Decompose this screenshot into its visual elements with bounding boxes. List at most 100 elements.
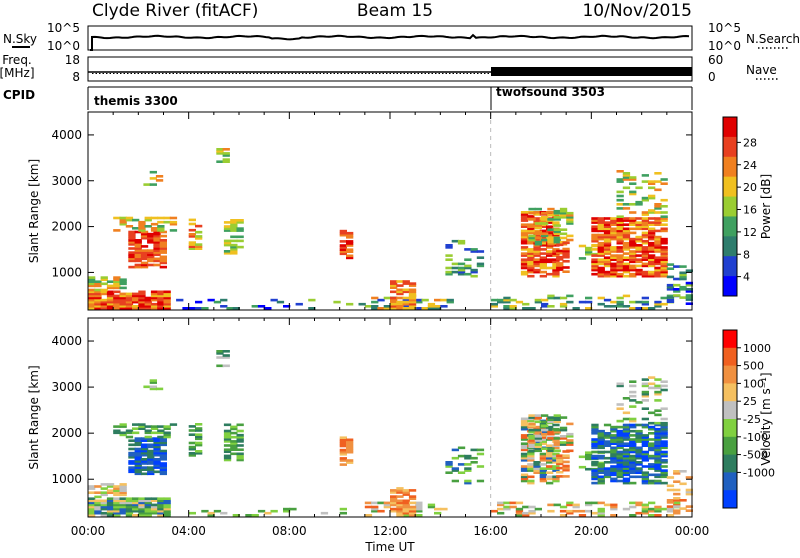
cell [591, 423, 599, 427]
cell [610, 442, 618, 445]
cell [553, 441, 561, 444]
cell [163, 305, 171, 308]
cell [597, 248, 605, 251]
cell [597, 475, 605, 479]
nave-tick-top: 60 [708, 53, 723, 67]
cell [138, 290, 146, 294]
cell [528, 211, 536, 215]
cell [451, 448, 459, 452]
cell [648, 221, 656, 224]
cell [546, 461, 554, 464]
cell [140, 443, 149, 447]
cell [648, 180, 656, 183]
cell [616, 432, 624, 435]
cell [635, 440, 643, 443]
cell [552, 252, 560, 255]
cell [408, 292, 417, 296]
cell [562, 468, 570, 472]
cell [534, 416, 542, 419]
cell [195, 423, 203, 426]
cell [603, 246, 612, 249]
cell [562, 251, 570, 255]
cell [230, 225, 238, 228]
cell [134, 243, 142, 246]
cell [610, 300, 618, 304]
freq-label: Freq. [2, 53, 32, 67]
cell [534, 445, 542, 448]
cell [346, 450, 354, 454]
cell [616, 459, 624, 462]
cell [503, 298, 511, 302]
cell [553, 420, 561, 424]
cell [539, 258, 547, 261]
cell [119, 216, 127, 220]
cell [230, 442, 238, 445]
cell [539, 475, 547, 479]
cell [622, 434, 631, 437]
cell [527, 465, 535, 468]
cell [230, 427, 238, 431]
cell [147, 456, 155, 459]
cell [522, 511, 530, 515]
cell [134, 241, 142, 244]
cell [654, 479, 662, 483]
cell [457, 268, 466, 272]
cell [88, 509, 96, 513]
cell [157, 507, 165, 511]
cell [654, 465, 662, 468]
cell [622, 417, 631, 421]
cell [134, 263, 142, 267]
cell [528, 441, 536, 444]
cell [434, 298, 442, 302]
cell [520, 469, 529, 472]
cell [527, 231, 535, 235]
cell [464, 469, 472, 472]
cell [654, 302, 662, 306]
cell [464, 248, 472, 251]
cell [153, 257, 161, 261]
cell [163, 514, 171, 517]
cell [679, 288, 687, 291]
cell [654, 207, 662, 210]
cell [169, 216, 178, 220]
cell [622, 507, 631, 511]
cell [216, 160, 224, 163]
cell [591, 461, 599, 464]
cell [622, 442, 631, 445]
cell [125, 302, 134, 306]
cell [559, 242, 568, 246]
cell [660, 446, 668, 450]
cell [377, 307, 385, 310]
cell [616, 203, 624, 206]
cell [539, 469, 547, 472]
cell [616, 302, 624, 306]
cell [597, 469, 605, 472]
cell [648, 438, 656, 441]
cell [603, 231, 612, 235]
cell [153, 445, 161, 449]
cell [333, 300, 341, 304]
cell [346, 459, 354, 462]
cell [556, 251, 564, 255]
cell [610, 452, 618, 456]
cell [660, 296, 668, 300]
cell [144, 503, 152, 507]
cell [622, 461, 631, 464]
cell [527, 248, 535, 251]
cell [402, 298, 410, 302]
cell [520, 233, 529, 237]
cell [150, 307, 159, 310]
cell [610, 305, 618, 308]
cell [470, 448, 478, 452]
cell [603, 248, 612, 251]
cell [339, 240, 347, 243]
cell [616, 296, 624, 300]
cell [556, 462, 564, 466]
nsky-series [90, 33, 690, 51]
cell [566, 503, 574, 507]
cell [188, 447, 196, 451]
cell [559, 435, 568, 438]
cell [597, 254, 605, 257]
cell [138, 501, 146, 505]
cell [94, 296, 102, 300]
